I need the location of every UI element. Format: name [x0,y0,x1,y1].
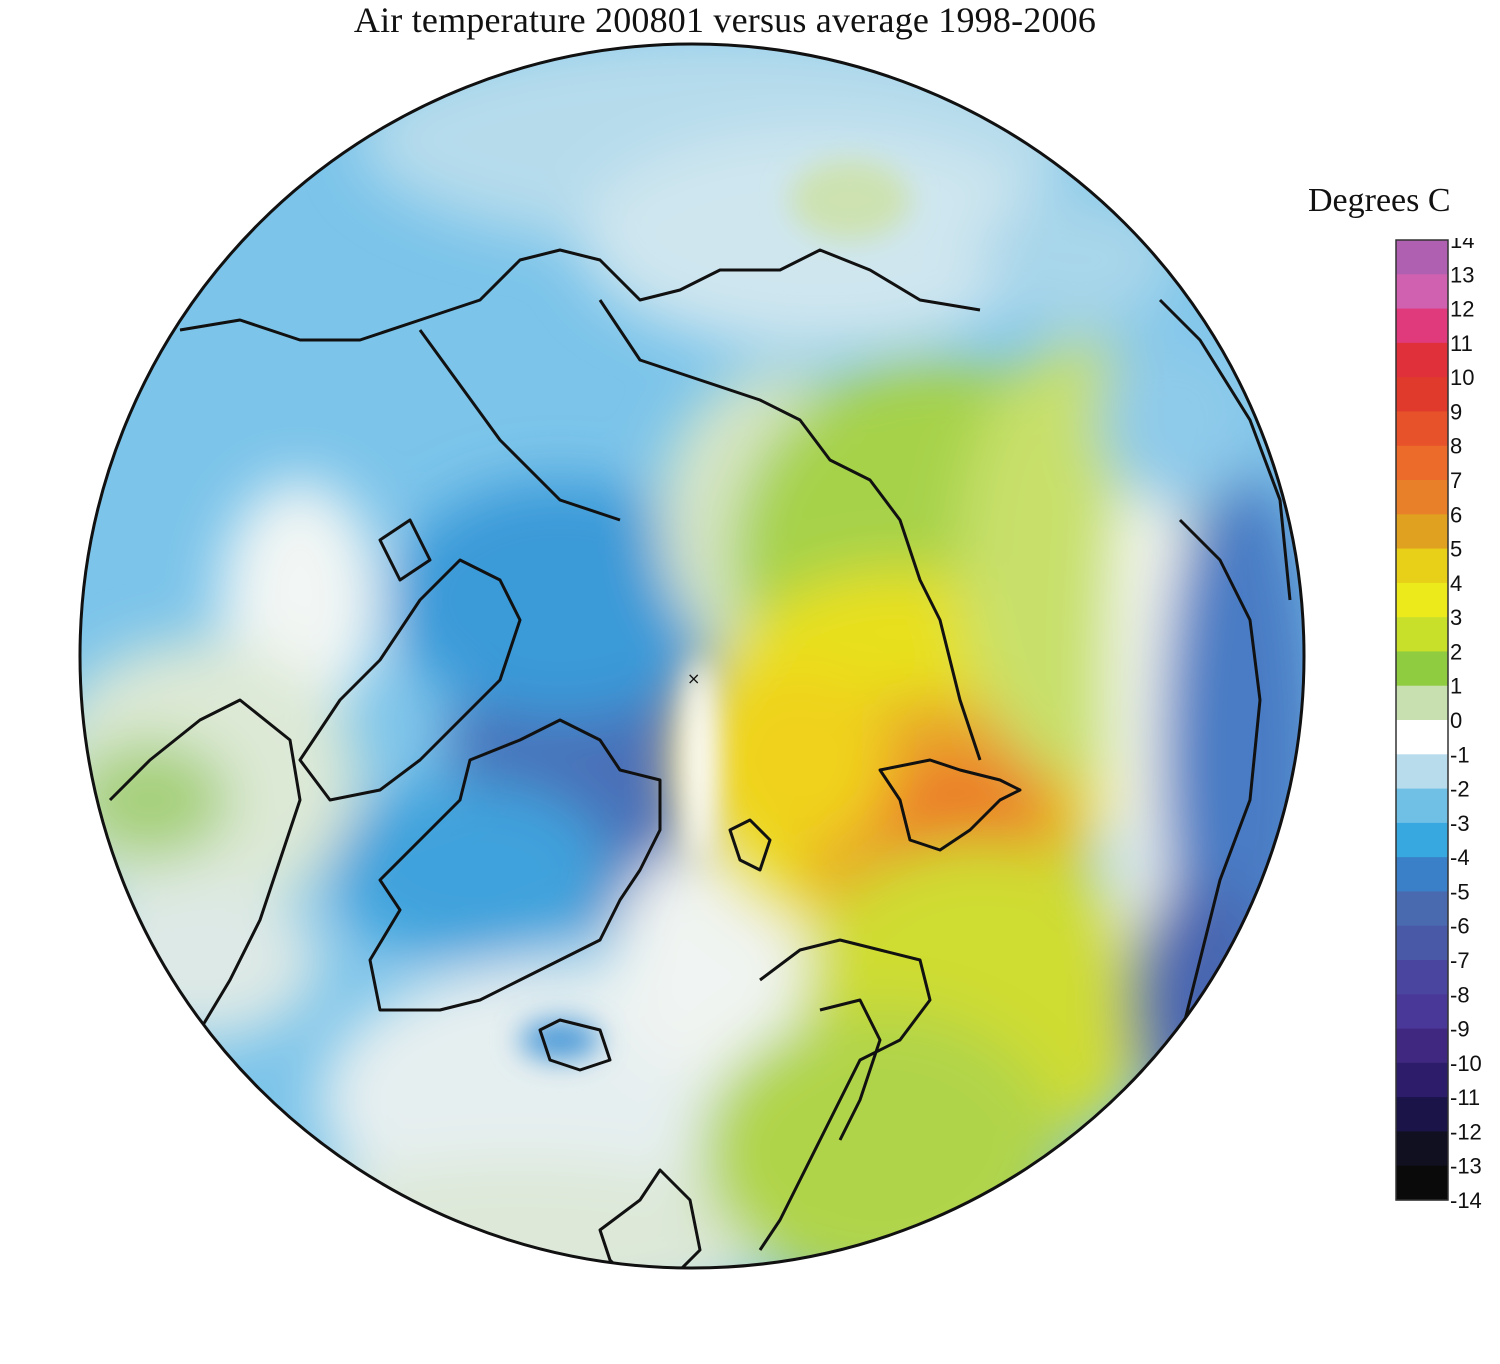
colorbar-tick-label: -11 [1450,1085,1480,1110]
colorbar-segment [1396,925,1448,961]
map-boundary [78,42,1306,1270]
colorbar-segment [1396,1062,1448,1098]
colorbar-tick-label: 14 [1450,238,1474,253]
colorbar-tick-label: 9 [1450,399,1462,424]
colorbar-segment [1396,411,1448,447]
colorbar-segment [1396,891,1448,927]
colorbar-tick-label: 4 [1450,571,1462,596]
colorbar-tick-label: -12 [1450,1119,1482,1144]
colorbar-segment [1396,548,1448,584]
colorbar-segment [1396,308,1448,344]
colorbar-segments [1396,240,1448,1201]
colorbar-segment [1396,1097,1448,1133]
colorbar-segment [1396,720,1448,755]
colorbar-segment [1396,788,1448,824]
coastlines [108,248,1292,1268]
colorbar-segment [1396,240,1448,275]
colorbar-tick-label: -1 [1450,742,1470,767]
colorbar-tick-label: -4 [1450,845,1470,870]
colorbar-segment [1396,514,1448,550]
colorbar-tick-label: -10 [1450,1051,1482,1076]
colorbar-tick-label: 3 [1450,605,1462,630]
anomaly-field [80,44,1304,1268]
map-title: Air temperature 200801 versus average 19… [353,0,1097,40]
colorbar-segment [1396,377,1448,413]
colorbar-segment [1396,1131,1448,1167]
colorbar-tick-label: 1 [1450,674,1462,699]
colorbar-tick-label: 8 [1450,434,1462,459]
colorbar-segment [1396,857,1448,893]
colorbar-tick-labels: 14131211109876543210-1-2-3-4-5-6-7-8-9-1… [1450,238,1482,1213]
colorbar-tick-label: 0 [1450,708,1462,733]
colorbar-tick-label: 13 [1450,262,1474,287]
colorbar-tick-label: -7 [1450,948,1470,973]
colorbar: 14131211109876543210-1-2-3-4-5-6-7-8-9-1… [1395,238,1482,1213]
colorbar-tick-label: 7 [1450,468,1462,493]
colorbar-segment [1396,445,1448,481]
colorbar-segment [1396,651,1448,687]
colorbar-segment [1396,342,1448,378]
colorbar-segment [1396,617,1448,653]
colorbar-tick-label: -8 [1450,982,1470,1007]
colorbar-segment [1396,960,1448,995]
colorbar-tick-label: -5 [1450,879,1470,904]
colorbar-tick-label: -2 [1450,777,1470,802]
colorbar-tick-label: 10 [1450,365,1474,390]
north-pole-marker: × [687,669,700,688]
colorbar-frame [1395,239,1449,1201]
colorbar-tick-label: 6 [1450,502,1462,527]
colorbar-segment [1396,1165,1448,1201]
colorbar-tick-label: -13 [1450,1154,1482,1179]
colorbar-tick-label: -9 [1450,1017,1470,1042]
colorbar-segment [1396,582,1448,618]
colorbar-segment [1396,685,1448,721]
colorbar-segment [1396,994,1448,1030]
colorbar-tick-label: -3 [1450,811,1470,836]
colorbar-tick-label: 12 [1450,297,1474,322]
colorbar-tick-label: 5 [1450,537,1462,562]
colorbar-segment [1396,274,1448,310]
colorbar-segment [1396,822,1448,858]
colorbar-segment [1396,1028,1448,1064]
colorbar-tick-label: 2 [1450,639,1462,664]
colorbar-segment [1396,480,1448,515]
colorbar-segment [1396,754,1448,790]
colorbar-tick-label: 11 [1450,331,1473,356]
colorbar-tick-label: -14 [1450,1188,1482,1213]
colorbar-tick-label: -6 [1450,914,1470,939]
legend-title: Degrees C [1308,182,1451,219]
